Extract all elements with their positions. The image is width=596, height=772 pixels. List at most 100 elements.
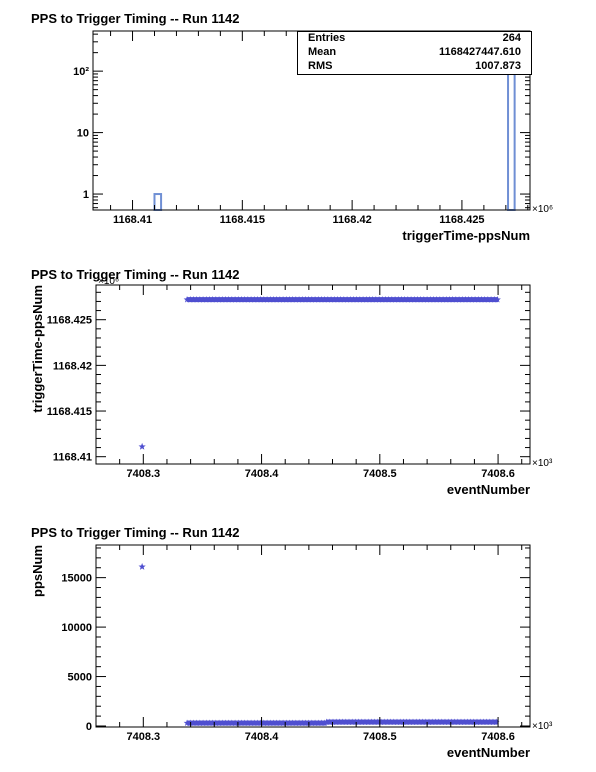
- data-point-marker: [359, 296, 367, 303]
- data-point-marker: [393, 718, 401, 725]
- data-point-marker: [486, 718, 494, 725]
- data-point-marker: [446, 296, 453, 303]
- data-point-marker: [183, 296, 191, 303]
- data-point-marker: [478, 296, 485, 303]
- histogram-panel: PPS to Trigger Timing -- Run 1142 1168.4…: [0, 0, 596, 256]
- data-point-marker: [263, 296, 271, 303]
- data-point-marker: [311, 719, 319, 726]
- y-tick-label: 1: [83, 189, 89, 201]
- data-point-marker: [270, 719, 277, 726]
- data-point-marker: [334, 296, 341, 303]
- data-point-marker: [193, 296, 201, 303]
- data-point-marker: [465, 296, 473, 303]
- data-point-marker: [289, 296, 297, 303]
- y-tick-label: 1168.425: [47, 315, 92, 327]
- data-point-marker: [479, 718, 487, 725]
- data-point-marker: [335, 718, 343, 725]
- data-point-marker: [382, 296, 389, 303]
- data-point-marker: [295, 296, 303, 303]
- data-point-marker: [438, 718, 446, 725]
- data-point-marker: [388, 296, 396, 303]
- data-point-marker: [458, 296, 466, 303]
- data-point-marker: [387, 718, 395, 725]
- data-point-marker: [340, 296, 348, 303]
- data-point-marker: [439, 296, 447, 303]
- data-point-marker: [215, 296, 223, 303]
- data-point-marker: [471, 296, 479, 303]
- data-point-marker: [390, 718, 398, 725]
- data-point-marker: [356, 296, 364, 303]
- data-point-marker: [308, 719, 316, 726]
- y-tick-label: 1168.42: [53, 360, 92, 372]
- x-axis-label: eventNumber: [447, 745, 530, 760]
- data-point-marker: [202, 296, 210, 303]
- data-point-marker: [286, 296, 293, 303]
- x-axis-multiplier: ×10⁶: [532, 204, 553, 215]
- data-point-marker: [337, 296, 345, 303]
- data-point-marker: [410, 296, 418, 303]
- data-point-marker: [238, 719, 245, 726]
- data-point-marker: [462, 296, 469, 303]
- data-point-marker: [196, 296, 204, 303]
- data-point-marker: [367, 718, 375, 725]
- data-point-marker: [308, 296, 316, 303]
- data-point-marker: [225, 719, 233, 726]
- data-point-marker: [298, 296, 306, 303]
- data-point-marker: [295, 719, 303, 726]
- data-point-marker: [305, 296, 313, 303]
- histogram-bar: [153, 193, 163, 212]
- data-point-marker: [339, 718, 347, 725]
- data-point-marker: [375, 296, 383, 303]
- data-point-marker: [212, 296, 220, 303]
- data-point-marker: [433, 296, 441, 303]
- data-point-marker: [244, 719, 252, 726]
- data-point-marker: [263, 719, 271, 726]
- x-axis-multiplier: ×10³: [532, 458, 553, 469]
- data-point-marker: [324, 296, 332, 303]
- trigger-time-scatter-plot: 7408.3 7408.4 7408.5 7408.6 1168.41 1168.415 1…: [30, 276, 553, 497]
- data-point-marker: [377, 718, 385, 725]
- data-point-marker: [391, 296, 399, 303]
- data-point-marker: [311, 296, 319, 303]
- data-point-marker: [218, 719, 226, 726]
- data-point-marker: [321, 719, 329, 726]
- x-axis-label: eventNumber: [447, 482, 530, 497]
- data-point-marker: [476, 718, 484, 725]
- data-point-marker: [254, 296, 261, 303]
- data-point-marker: [329, 718, 337, 725]
- chart-title: PPS to Trigger Timing -- Run 1142: [31, 525, 240, 540]
- data-point-marker: [422, 718, 430, 725]
- data-point-marker: [426, 296, 434, 303]
- data-point-marker: [228, 296, 236, 303]
- data-point-marker: [318, 296, 325, 303]
- data-point-marker: [330, 296, 338, 303]
- data-point-marker: [369, 296, 377, 303]
- data-point-marker: [468, 296, 476, 303]
- data-point-marker: [273, 719, 281, 726]
- data-point-marker: [358, 718, 366, 725]
- data-point-marker: [420, 296, 428, 303]
- data-point-marker: [209, 719, 217, 726]
- trigger-time-scatter-panel: PPS to Trigger Timing -- Run 1142 7408.3…: [0, 256, 596, 516]
- data-point-marker: [404, 296, 412, 303]
- stats-label: RMS: [308, 60, 333, 72]
- data-point-marker: [266, 719, 274, 726]
- data-point-marker: [270, 296, 277, 303]
- data-point-marker: [436, 296, 444, 303]
- x-axis-multiplier: ×10³: [532, 721, 553, 732]
- x-tick-label: 7408.3: [126, 468, 160, 480]
- data-point-marker: [279, 296, 287, 303]
- data-point-marker: [250, 296, 258, 303]
- data-point-marker: [362, 296, 370, 303]
- data-point-marker: [345, 718, 353, 725]
- data-point-marker: [234, 296, 242, 303]
- data-point-marker: [186, 296, 194, 303]
- plot-frame: [95, 284, 531, 465]
- data-point-marker: [346, 296, 354, 303]
- data-point-marker: [298, 719, 306, 726]
- chart-title: PPS to Trigger Timing -- Run 1142: [31, 11, 240, 26]
- data-point-marker: [428, 718, 436, 725]
- stats-row-entries: Entries 264: [308, 32, 521, 47]
- stats-value: 1007.873: [475, 60, 521, 72]
- y-axis-label: ppsNum: [30, 545, 45, 597]
